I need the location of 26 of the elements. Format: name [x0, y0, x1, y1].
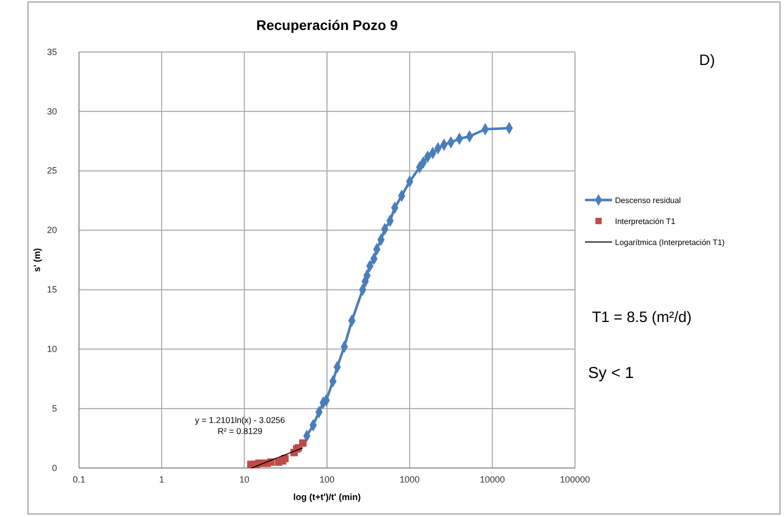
y-tick-label: 15	[46, 284, 57, 295]
x-tick-label: 1	[159, 474, 164, 484]
annotation: R² = 0.8129	[218, 426, 263, 436]
y-tick-label: 10	[46, 344, 57, 354]
y-tick-label: 5	[52, 403, 57, 414]
y-tick-label: 30	[46, 106, 57, 116]
x-tick-label: 1000	[400, 474, 420, 484]
y-tick-label: 20	[46, 225, 57, 236]
x-tick-label: 10	[239, 474, 250, 484]
y-tick-label: 35	[46, 46, 57, 57]
x-tick-label: 100	[319, 474, 335, 484]
x-tick-label: 10000	[480, 474, 505, 484]
x-tick-label: 0.1	[72, 474, 86, 484]
legend-label: Logarítmica (Interpretación T1)	[615, 238, 726, 247]
chart-title: Recuperación Pozo 9	[256, 17, 398, 33]
text: D)	[699, 52, 716, 69]
legend-label: Descenso residual	[615, 196, 682, 205]
y-tick-label: 0	[52, 462, 57, 473]
x-tick-label: 100000	[560, 474, 590, 484]
annotation: y = 1.2101ln(x) - 3.0256	[194, 415, 286, 425]
text: T1 = 8.5 (m²/d)	[592, 309, 692, 326]
x-axis-title: log (t+t')/t' (min)	[293, 492, 361, 502]
y-tick-label: 25	[46, 166, 57, 176]
text: Sy < 1	[588, 365, 634, 382]
y-axis-title: s' (m)	[32, 248, 42, 272]
legend-label: Interpretación T1	[615, 217, 676, 226]
